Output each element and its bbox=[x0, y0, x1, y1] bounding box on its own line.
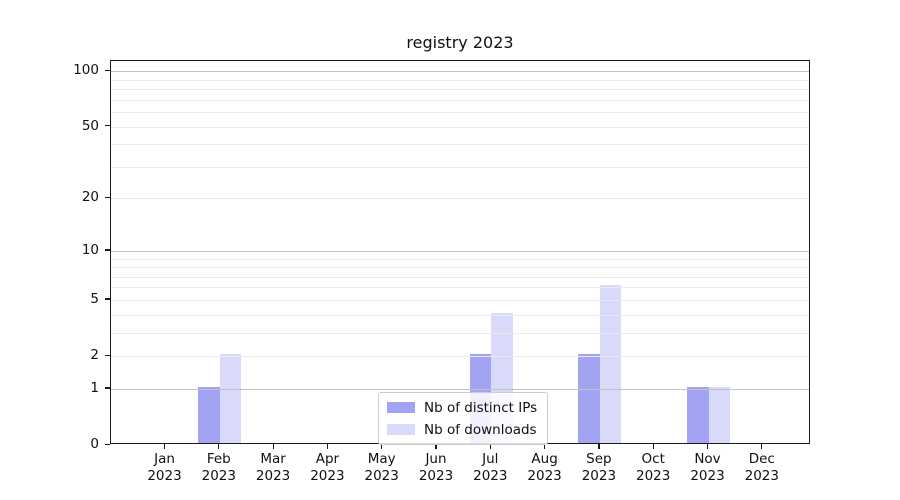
x-tick-label: Aug 2023 bbox=[527, 451, 562, 484]
x-tick-mark bbox=[652, 444, 654, 449]
gridline-minor bbox=[111, 356, 809, 357]
gridline-minor bbox=[111, 79, 809, 81]
y-tick-mark bbox=[105, 298, 110, 300]
x-tick-label: Jul 2023 bbox=[473, 451, 508, 484]
y-tick-mark bbox=[105, 196, 110, 199]
x-tick-label: Oct 2023 bbox=[636, 451, 671, 484]
bar-downloads-sep bbox=[599, 285, 622, 443]
x-tick-label: Sep 2023 bbox=[581, 451, 617, 484]
gridline-minor bbox=[111, 144, 809, 146]
gridline-major bbox=[111, 71, 809, 73]
bar-distinct-ips-nov bbox=[687, 386, 709, 443]
x-tick-label: May 2023 bbox=[364, 451, 399, 484]
gridline-minor bbox=[111, 258, 809, 260]
gridline-minor bbox=[111, 89, 809, 90]
bar-downloads-feb bbox=[219, 354, 242, 443]
legend-item-distinct-ips: Nb of distinct IPs bbox=[387, 398, 537, 417]
gridline-minor bbox=[111, 126, 809, 128]
y-tick-mark bbox=[105, 69, 110, 71]
y-tick-label: 50 bbox=[81, 117, 99, 134]
y-tick-mark bbox=[105, 354, 110, 356]
x-tick-mark bbox=[489, 444, 491, 449]
y-tick-label: 10 bbox=[81, 241, 99, 258]
legend-label-downloads: Nb of downloads bbox=[424, 421, 537, 438]
x-tick-label: Nov 2023 bbox=[690, 451, 725, 484]
y-tick-label: 5 bbox=[90, 290, 99, 307]
x-tick-label: Jun 2023 bbox=[418, 451, 454, 484]
gridline-minor bbox=[111, 99, 809, 101]
gridline-minor bbox=[111, 299, 809, 301]
x-tick-label: Mar 2023 bbox=[255, 451, 291, 484]
x-tick-label: Feb 2023 bbox=[201, 451, 236, 484]
y-tick-mark bbox=[105, 443, 110, 445]
y-tick-label: 100 bbox=[73, 62, 99, 79]
gridline-major bbox=[111, 388, 809, 390]
gridline-minor bbox=[111, 314, 809, 316]
y-tick-label: 1 bbox=[90, 379, 99, 396]
y-tick-label: 0 bbox=[90, 436, 99, 452]
x-tick-mark bbox=[163, 444, 166, 449]
gridline-major bbox=[111, 250, 809, 252]
gridline-minor bbox=[111, 276, 809, 278]
gridline-minor bbox=[111, 287, 809, 289]
x-tick-mark bbox=[544, 444, 546, 449]
y-tick-label: 2 bbox=[90, 347, 99, 363]
x-tick-label: Jan 2023 bbox=[147, 451, 182, 484]
x-tick-mark bbox=[272, 444, 274, 449]
y-tick-mark bbox=[105, 125, 110, 127]
x-tick-mark bbox=[326, 444, 329, 449]
x-tick-mark bbox=[218, 444, 220, 449]
x-tick-mark bbox=[598, 444, 600, 449]
gridline-minor bbox=[111, 166, 809, 168]
legend-item-downloads: Nb of downloads bbox=[387, 420, 537, 439]
bar-downloads-nov bbox=[708, 386, 730, 443]
plot-area bbox=[110, 60, 810, 444]
gridline-minor bbox=[111, 112, 809, 113]
bar-distinct-ips-sep bbox=[578, 354, 600, 443]
legend-swatch-distinct-ips-icon bbox=[387, 402, 415, 413]
bar-distinct-ips-feb bbox=[198, 386, 220, 443]
x-tick-label: Dec 2023 bbox=[744, 451, 779, 484]
x-tick-mark bbox=[381, 444, 383, 449]
x-tick-label: Apr 2023 bbox=[310, 451, 345, 484]
gridline-minor bbox=[111, 332, 809, 334]
gridline-minor bbox=[111, 267, 809, 268]
legend-swatch-downloads-icon bbox=[387, 424, 415, 435]
legend: Nb of distinct IPs Nb of downloads bbox=[378, 392, 549, 445]
y-tick-mark bbox=[105, 249, 110, 251]
legend-label-distinct-ips: Nb of distinct IPs bbox=[424, 399, 538, 416]
y-tick-label: 20 bbox=[81, 189, 99, 206]
x-tick-mark bbox=[761, 444, 763, 449]
x-tick-mark bbox=[435, 444, 437, 449]
chart-title: registry 2023 bbox=[406, 33, 514, 52]
x-tick-mark bbox=[706, 444, 709, 449]
y-tick-mark bbox=[105, 387, 110, 389]
gridline-minor bbox=[111, 198, 809, 200]
